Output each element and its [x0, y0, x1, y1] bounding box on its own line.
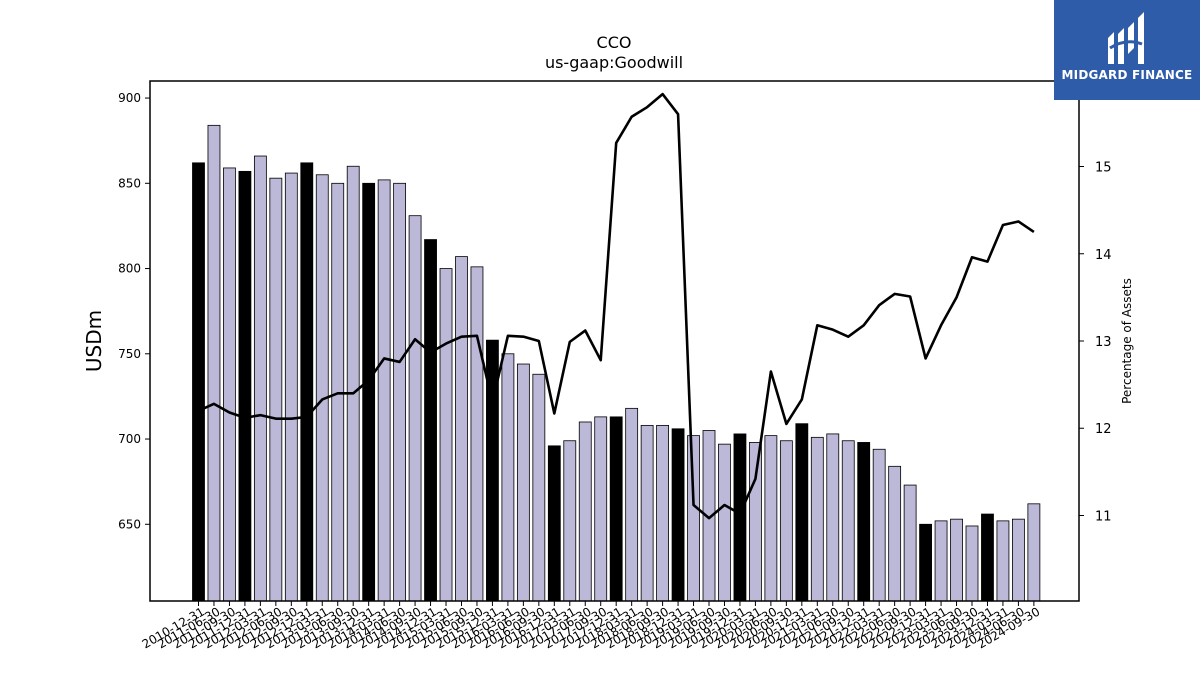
x-axis: 2010-12-312011-06-302011-09-302011-12-31…: [140, 601, 1042, 651]
bar: [965, 525, 979, 602]
bar: [810, 436, 824, 602]
y-tick-label: 900: [118, 91, 141, 105]
bar: [841, 440, 855, 602]
y2-tick-label: 13: [1095, 335, 1112, 350]
bar: [594, 416, 608, 602]
bar: [284, 172, 298, 602]
bar: [501, 353, 515, 602]
plot-area: [149, 80, 1080, 602]
bar: [547, 445, 561, 602]
bar: [315, 174, 329, 602]
bar: [671, 428, 685, 602]
bar: [563, 440, 577, 602]
line-series: [197, 92, 1035, 520]
bar: [455, 256, 468, 602]
chart-subtitle: us-gaap:Goodwill: [545, 53, 683, 72]
bar: [872, 448, 886, 602]
bar: [656, 424, 669, 602]
bar: [996, 520, 1010, 602]
bar: [950, 518, 963, 602]
y-axis-label: USDm: [82, 310, 106, 372]
y-tick-label: 700: [118, 432, 141, 446]
bar: [377, 179, 391, 602]
bar: [408, 215, 422, 602]
bar: [857, 442, 871, 602]
bar: [687, 435, 700, 602]
bar: [934, 520, 948, 602]
line-path: [197, 92, 1035, 520]
bar: [888, 465, 902, 602]
brand-logo: MIDGARD FINANCE: [1054, 0, 1200, 100]
bar: [640, 424, 654, 602]
bar: [578, 421, 592, 602]
y-tick-label: 750: [118, 347, 141, 361]
y2-axis-label: Percentage of Assets: [1120, 278, 1134, 404]
logo-mark-icon: [1108, 12, 1144, 64]
bar: [1027, 503, 1041, 602]
chart-title: CCO: [597, 33, 632, 52]
bar: [826, 433, 840, 602]
y2-tick-label: 12: [1095, 422, 1112, 437]
bar: [238, 170, 252, 602]
y-axis-left: 650 700 750 800 850 900: [118, 91, 150, 531]
bar: [362, 182, 376, 602]
y-tick-label: 800: [118, 262, 141, 276]
bar: [903, 484, 917, 602]
bar: [625, 407, 639, 602]
bar: [532, 373, 546, 602]
y2-tick-label: 15: [1095, 161, 1112, 176]
bar: [424, 239, 437, 602]
bar: [1012, 518, 1025, 602]
bar: [269, 177, 283, 602]
bar: [516, 363, 530, 602]
y2-tick-label: 11: [1095, 509, 1112, 524]
bar: [346, 165, 360, 602]
bar: [779, 440, 793, 602]
bar: [253, 155, 267, 602]
bar: [764, 435, 778, 602]
bar: [439, 268, 453, 602]
bar: [718, 443, 731, 602]
bar: [795, 423, 809, 602]
bar: [192, 162, 205, 602]
y-tick-label: 650: [118, 517, 141, 531]
bar: [981, 513, 994, 602]
bar: [300, 162, 314, 602]
bar: [609, 416, 623, 602]
bar: [393, 182, 407, 602]
y-tick-label: 850: [118, 176, 141, 190]
bar: [733, 433, 747, 602]
logo-text: MIDGARD FINANCE: [1061, 68, 1193, 82]
bar: [207, 124, 221, 602]
bar: [749, 442, 762, 602]
bar: [919, 523, 932, 602]
bar: [470, 266, 484, 602]
bar: [223, 167, 236, 602]
y-axis-right: 11 12 13 14 15: [1079, 161, 1112, 524]
y2-tick-label: 14: [1095, 248, 1112, 263]
